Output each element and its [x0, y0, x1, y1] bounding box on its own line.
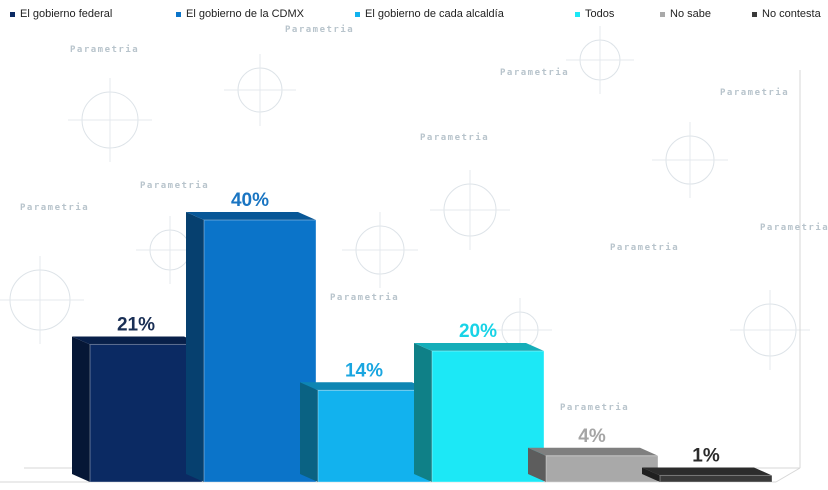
floor-side-edge [775, 467, 801, 483]
legend-swatch-3 [575, 11, 580, 17]
bar-0 [89, 343, 203, 483]
legend-item-4: No sabe [660, 8, 711, 20]
bar-top-2 [300, 382, 430, 391]
legend-label-0: El gobierno federal [20, 8, 113, 20]
bar-side-0 [72, 336, 90, 482]
legend-swatch-1 [176, 11, 181, 17]
data-labels: 21% 40% 14% 20% 4% 1% [117, 190, 720, 466]
watermark-text: Parametria [70, 44, 139, 55]
legend-swatch-5 [752, 11, 757, 17]
legend-swatch-4 [660, 11, 665, 17]
legend-swatch-2 [355, 11, 360, 17]
legend-label-1: El gobierno de la CDMX [186, 8, 305, 20]
watermark-text: Parametria [500, 67, 569, 78]
bar-top-4 [528, 447, 658, 456]
data-label-2: 14% [345, 360, 383, 381]
watermark-text: Parametria [330, 292, 399, 303]
legend-item-1: El gobierno de la CDMX [176, 8, 304, 20]
bar-top-3 [414, 343, 544, 351]
watermark-text: Parametria [420, 132, 489, 143]
bar-3 [431, 350, 545, 483]
legend-item-2: El gobierno de cada alcaldía [355, 8, 504, 20]
bar-side-2 [300, 382, 318, 482]
bar-5 [659, 474, 773, 483]
watermark-text: Parametria [20, 202, 89, 213]
legend-label-4: No sabe [670, 8, 711, 20]
data-label-4: 4% [578, 426, 606, 447]
bar-side-3 [414, 343, 432, 482]
bar-top-5 [642, 467, 772, 476]
legend-swatch-0 [10, 11, 15, 17]
legend: El gobierno federal El gobierno de la CDM… [0, 8, 828, 26]
legend-item-3: Todos [575, 8, 614, 20]
watermark-text: Parametria [760, 222, 828, 233]
watermark-text: Parametria [720, 87, 789, 98]
bar-series [72, 212, 773, 483]
bar-top-0 [72, 336, 202, 345]
watermark-text: Parametria [560, 402, 629, 413]
bar-2 [317, 389, 431, 483]
watermark: Parametria Parametria Parametria Parametria… [0, 24, 828, 413]
legend-label-5: No contesta [762, 8, 821, 20]
data-label-5: 1% [692, 445, 720, 466]
bar-side-4 [528, 447, 546, 482]
legend-label-3: Todos [585, 8, 615, 20]
data-label-1: 40% [231, 190, 269, 211]
bar-4 [545, 455, 659, 483]
data-label-0: 21% [117, 314, 155, 335]
legend-label-2: El gobierno de cada alcaldía [365, 8, 504, 20]
watermark-text: Parametria [285, 24, 354, 35]
legend-item-5: No contesta [752, 8, 821, 20]
watermark-text: Parametria [140, 180, 209, 191]
bar-1 [203, 219, 317, 483]
legend-item-0: El gobierno federal [10, 8, 112, 20]
bar-side-1 [186, 212, 204, 482]
watermark-text: Parametria [610, 242, 679, 253]
bar-top-1 [186, 212, 316, 220]
data-label-3: 20% [459, 321, 497, 342]
bar-side-5 [642, 467, 660, 482]
